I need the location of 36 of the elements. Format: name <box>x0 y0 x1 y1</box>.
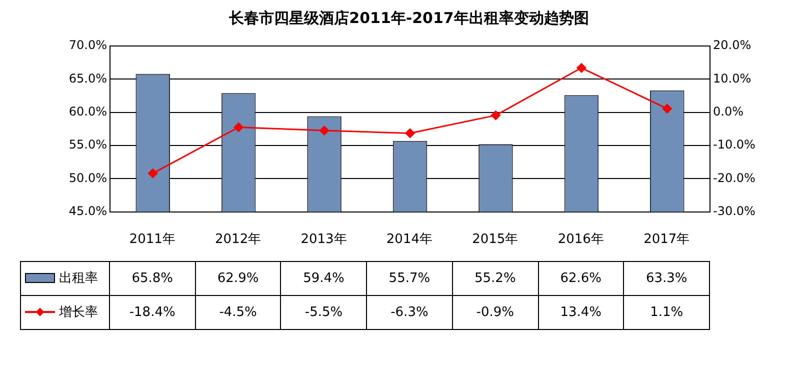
x-tick-label: 2017年 <box>624 217 710 261</box>
data-label: -6.3% <box>366 295 452 329</box>
x-tick-label: 2012年 <box>195 217 281 261</box>
y-tick-label: 70.0% <box>68 38 107 52</box>
x-tick-label: 2013年 <box>280 217 367 261</box>
y2-tick-label: -30.0% <box>713 204 756 218</box>
data-label: 59.4% <box>280 261 367 295</box>
y-tick-label: 50.0% <box>68 170 107 185</box>
chart-title: 长春市四星级酒店2011年-2017年出租率变动趋势图 <box>228 8 589 27</box>
y2-tick-label: -20.0% <box>713 170 756 185</box>
data-label: 62.9% <box>195 261 281 295</box>
data-label: 1.1% <box>624 295 710 329</box>
data-label: -18.4% <box>110 295 196 329</box>
data-label: 62.6% <box>538 261 624 295</box>
legend-label: 出租率 <box>59 271 98 286</box>
x-tick-label: 2011年 <box>110 217 196 261</box>
data-label: -4.5% <box>195 295 281 329</box>
data-label: 65.8% <box>110 261 196 295</box>
data-label: 63.3% <box>624 261 710 295</box>
y-tick-label: 60.0% <box>68 104 107 118</box>
y-tick-label: 45.0% <box>68 204 107 218</box>
data-label: 55.7% <box>366 261 452 295</box>
x-tick-label: 2016年 <box>538 217 624 261</box>
data-label: -5.5% <box>280 295 367 329</box>
legend-label: 增长率 <box>59 305 98 320</box>
y2-tick-label: 20.0% <box>713 38 752 52</box>
x-tick-label: 2015年 <box>452 217 538 261</box>
data-label: 55.2% <box>452 261 538 295</box>
data-label: -0.9% <box>452 295 538 329</box>
data-label: 13.4% <box>538 295 624 329</box>
y2-tick-label: 0.0% <box>713 104 744 118</box>
y-tick-label: 65.0% <box>68 71 107 86</box>
y2-tick-label: 10.0% <box>713 71 752 86</box>
y-tick-label: 55.0% <box>68 138 107 152</box>
y2-tick-label: -10.0% <box>713 138 756 152</box>
x-tick-label: 2014年 <box>366 217 452 261</box>
